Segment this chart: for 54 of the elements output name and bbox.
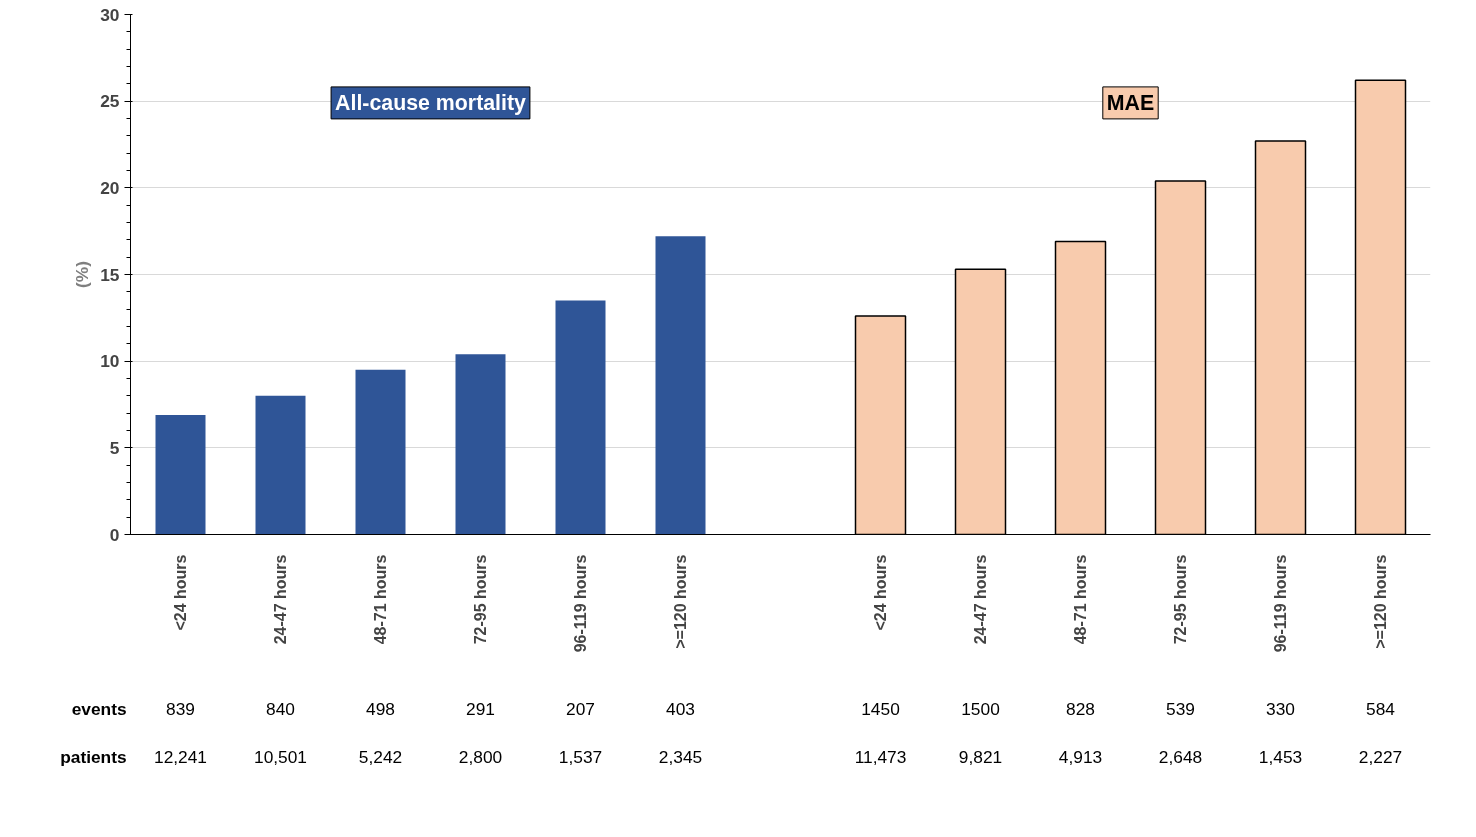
x-tick-label: >=120 hours [1372, 554, 1389, 649]
y-tick-label: 30 [100, 4, 120, 25]
text: 1500 [961, 698, 1000, 719]
x-tick-label: 24-47 hours [272, 554, 289, 645]
text: 2,345 [658, 746, 703, 767]
text: All-cause mortality [335, 90, 527, 115]
text: 10,501 [254, 746, 307, 767]
y-tick-label: 10 [100, 351, 120, 372]
text: 828 [1066, 698, 1095, 719]
text: patients [60, 746, 127, 767]
x-tick-label: 24-47 hours [972, 554, 989, 645]
x-tick-label: 96-119 hours [1272, 554, 1289, 653]
x-tick-label: 72-95 hours [1172, 554, 1189, 645]
x-tick-label: 96-119 hours [572, 554, 589, 653]
text: 840 [266, 698, 295, 719]
text: 584 [1366, 698, 1396, 719]
bar [455, 354, 506, 535]
x-tick-label: 48-71 hours [372, 554, 389, 645]
text: 2,800 [458, 746, 503, 767]
x-tick-label: 48-71 hours [1072, 554, 1089, 645]
text: events [71, 698, 127, 719]
bar [555, 300, 606, 535]
y-tick-label: 20 [100, 177, 120, 198]
text: 1,453 [1258, 746, 1303, 767]
text: 291 [466, 698, 495, 719]
text: 5,242 [358, 746, 403, 767]
bar [355, 369, 406, 535]
text: 1450 [861, 698, 900, 719]
bar [155, 414, 206, 535]
x-tick-label: <24 hours [872, 554, 889, 631]
text: 498 [366, 698, 395, 719]
y-tick-label: 5 [109, 437, 120, 458]
text: 2,227 [1358, 746, 1403, 767]
text: 9,821 [958, 746, 1003, 767]
x-tick-label: 72-95 hours [472, 554, 489, 645]
text: 11,473 [854, 746, 907, 767]
y-tick-label: 25 [100, 91, 120, 112]
y-tick-label: 15 [100, 264, 120, 285]
text: 2,648 [1158, 746, 1203, 767]
text: 1,537 [558, 746, 603, 767]
text: 4,913 [1058, 746, 1103, 767]
text: 207 [566, 698, 595, 719]
text: 403 [666, 698, 695, 719]
bar [255, 395, 306, 535]
text: 330 [1266, 698, 1295, 719]
text: 839 [166, 698, 195, 719]
text: 12,241 [154, 746, 207, 767]
text: 539 [1166, 698, 1195, 719]
text: MAE [1106, 90, 1155, 115]
x-tick-label: >=120 hours [672, 554, 689, 649]
y-tick-label: 0 [109, 524, 120, 545]
bar [655, 236, 706, 535]
y-axis-title: (%) [72, 261, 93, 288]
x-tick-label: <24 hours [172, 554, 189, 631]
